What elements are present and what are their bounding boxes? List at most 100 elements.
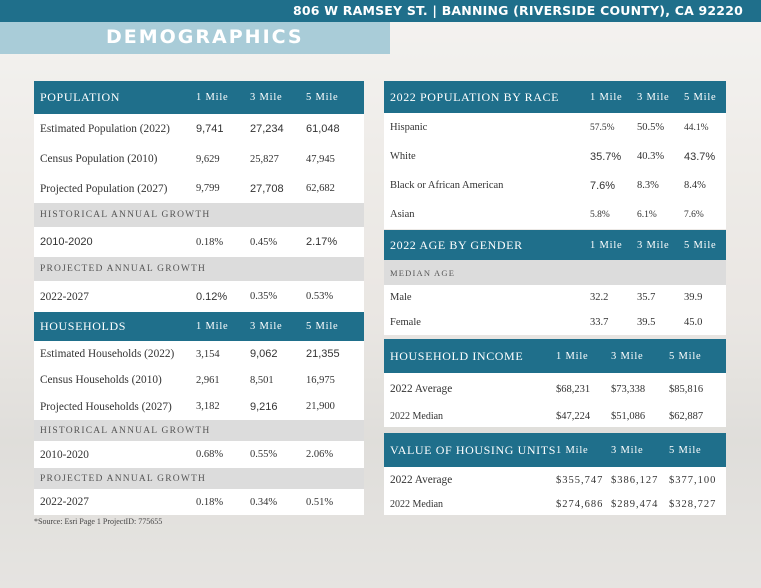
col-5mile: 5 Mile bbox=[669, 350, 702, 362]
cell-3mile: $289,474 bbox=[611, 498, 659, 510]
row-label: Projected Population (2027) bbox=[40, 182, 168, 195]
cell-5mile: $62,887 bbox=[669, 410, 704, 422]
subheader-label: PROJECTED ANNUAL GROWTH bbox=[40, 473, 207, 484]
col-5mile: 5 Mile bbox=[306, 92, 339, 103]
row-label: Census Population (2010) bbox=[40, 153, 158, 165]
cell-3mile: 6.1% bbox=[637, 209, 657, 220]
col-3mile: 3 Mile bbox=[250, 321, 283, 332]
cell-3mile: 39.5 bbox=[637, 317, 656, 328]
col-1mile: 1 Mile bbox=[590, 239, 623, 251]
cell-5mile: 16,975 bbox=[306, 374, 335, 386]
section-subheader: HISTORICAL ANNUAL GROWTH bbox=[34, 203, 364, 227]
table-row: 2022 Average $68,231 $73,338 $85,816 bbox=[384, 373, 726, 405]
table-row: Male 32.2 35.7 39.9 bbox=[384, 285, 726, 310]
row-label: Estimated Households (2022) bbox=[40, 348, 175, 360]
cell-5mile: $377,100 bbox=[669, 474, 717, 486]
table-row: 2022 Median $47,224 $51,086 $62,887 bbox=[384, 405, 726, 427]
col-3mile: 3 Mile bbox=[611, 444, 644, 456]
cell-3mile: 50.5% bbox=[637, 122, 665, 133]
col-3mile: 3 Mile bbox=[637, 239, 670, 251]
subheader-label: PROJECTED ANNUAL GROWTH bbox=[40, 264, 207, 274]
cell-5mile: 47,945 bbox=[306, 153, 335, 165]
table-row: 2022 Median $274,686 $289,474 $328,727 bbox=[384, 493, 726, 515]
cell-3mile: 27,708 bbox=[250, 182, 284, 195]
subheader-label: MEDIAN AGE bbox=[390, 267, 456, 278]
table-row: 2022 Average $355,747 $386,127 $377,100 bbox=[384, 467, 726, 493]
table-row: 2010-2020 0.68% 0.55% 2.06% bbox=[34, 441, 364, 468]
row-label: Female bbox=[390, 317, 421, 328]
cell-5mile: 62,682 bbox=[306, 183, 335, 194]
table-row: 2010-2020 0.18% 0.45% 2.17% bbox=[34, 227, 364, 257]
population-panel: POPULATION 1 Mile 3 Mile 5 Mile Estimate… bbox=[34, 81, 364, 312]
cell-1mile: 3,182 bbox=[196, 401, 220, 412]
cell-1mile: $68,231 bbox=[556, 383, 591, 395]
households-panel: HOUSEHOLDS 1 Mile 3 Mile 5 Mile Estimate… bbox=[34, 312, 364, 515]
page-title: DEMOGRAPHICS bbox=[106, 26, 304, 48]
cell-1mile: 0.12% bbox=[196, 290, 228, 303]
cell-5mile: 2.17% bbox=[306, 236, 338, 248]
cell-1mile: 9,629 bbox=[196, 153, 220, 165]
cell-1mile: 0.18% bbox=[196, 496, 224, 508]
section-subheader: PROJECTED ANNUAL GROWTH bbox=[34, 468, 364, 489]
col-5mile: 5 Mile bbox=[306, 321, 339, 332]
cell-1mile: 0.18% bbox=[196, 236, 224, 248]
row-label: 2022 Median bbox=[390, 410, 444, 422]
table-row: Asian 5.8% 6.1% 7.6% bbox=[384, 200, 726, 229]
population-title: POPULATION bbox=[40, 90, 121, 104]
col-1mile: 1 Mile bbox=[556, 444, 589, 456]
table-row: Census Households (2010) 2,961 8,501 16,… bbox=[34, 367, 364, 393]
row-label: 2010-2020 bbox=[40, 236, 93, 248]
cell-1mile: 5.8% bbox=[590, 209, 610, 220]
table-row: Projected Population (2027) 9,799 27,708… bbox=[34, 174, 364, 203]
cell-3mile: 8,501 bbox=[250, 374, 274, 386]
row-label: 2022 Average bbox=[390, 474, 453, 486]
col-1mile: 1 Mile bbox=[196, 92, 229, 103]
age-panel: 2022 AGE BY GENDER 1 Mile 3 Mile 5 Mile … bbox=[384, 230, 726, 335]
housing-title: VALUE OF HOUSING UNITS bbox=[390, 442, 556, 457]
col-3mile: 3 Mile bbox=[250, 92, 283, 103]
header-bar: 806 W RAMSEY ST. | BANNING (RIVERSIDE CO… bbox=[0, 0, 761, 22]
income-header: HOUSEHOLD INCOME 1 Mile 3 Mile 5 Mile bbox=[384, 339, 726, 373]
section-subheader: PROJECTED ANNUAL GROWTH bbox=[34, 257, 364, 281]
cell-3mile: 0.34% bbox=[250, 496, 278, 508]
table-row: Black or African American 7.6% 8.3% 8.4% bbox=[384, 171, 726, 200]
cell-1mile: 3,154 bbox=[196, 348, 220, 360]
cell-5mile: 43.7% bbox=[684, 150, 716, 163]
cell-1mile: $355,747 bbox=[556, 474, 604, 486]
cell-3mile: 40.3% bbox=[637, 151, 665, 162]
cell-5mile: 8.4% bbox=[684, 180, 706, 191]
table-row: Projected Households (2027) 3,182 9,216 … bbox=[34, 393, 364, 420]
row-label: 2022-2027 bbox=[40, 290, 89, 303]
row-label: 2022-2027 bbox=[40, 496, 89, 508]
row-label: Census Households (2010) bbox=[40, 374, 162, 386]
cell-3mile: 27,234 bbox=[250, 123, 284, 135]
table-row: White 35.7% 40.3% 43.7% bbox=[384, 142, 726, 171]
cell-5mile: 45.0 bbox=[684, 317, 703, 328]
table-row: 2022-2027 0.12% 0.35% 0.53% bbox=[34, 281, 364, 312]
col-1mile: 1 Mile bbox=[590, 91, 623, 103]
cell-1mile: $274,686 bbox=[556, 498, 604, 510]
cell-1mile: 9,799 bbox=[196, 183, 220, 194]
cell-3mile: 9,062 bbox=[250, 348, 278, 360]
cell-5mile: 21,900 bbox=[306, 401, 335, 412]
subheader-label: HISTORICAL ANNUAL GROWTH bbox=[40, 425, 211, 436]
households-header: HOUSEHOLDS 1 Mile 3 Mile 5 Mile bbox=[34, 312, 364, 341]
cell-5mile: 2.06% bbox=[306, 449, 334, 460]
table-row: Female 33.7 39.5 45.0 bbox=[384, 310, 726, 335]
col-1mile: 1 Mile bbox=[196, 321, 229, 332]
subheader-label: HISTORICAL ANNUAL GROWTH bbox=[40, 210, 211, 220]
age-title: 2022 AGE BY GENDER bbox=[390, 237, 523, 252]
cell-3mile: 35.7 bbox=[637, 292, 656, 303]
cell-1mile: 7.6% bbox=[590, 179, 616, 192]
population-header: POPULATION 1 Mile 3 Mile 5 Mile bbox=[34, 81, 364, 114]
housing-header: VALUE OF HOUSING UNITS 1 Mile 3 Mile 5 M… bbox=[384, 433, 726, 467]
cell-5mile: 61,048 bbox=[306, 123, 340, 135]
cell-3mile: 8.3% bbox=[637, 180, 659, 191]
source-note: *Source: Esri Page 1 ProjectID: 775655 bbox=[34, 517, 163, 526]
table-row: Estimated Households (2022) 3,154 9,062 … bbox=[34, 341, 364, 367]
cell-5mile: $328,727 bbox=[669, 498, 717, 510]
cell-3mile: 0.55% bbox=[250, 449, 278, 460]
cell-1mile: 9,741 bbox=[196, 123, 224, 135]
row-label: Hispanic bbox=[390, 122, 428, 133]
cell-5mile: $85,816 bbox=[669, 383, 704, 395]
